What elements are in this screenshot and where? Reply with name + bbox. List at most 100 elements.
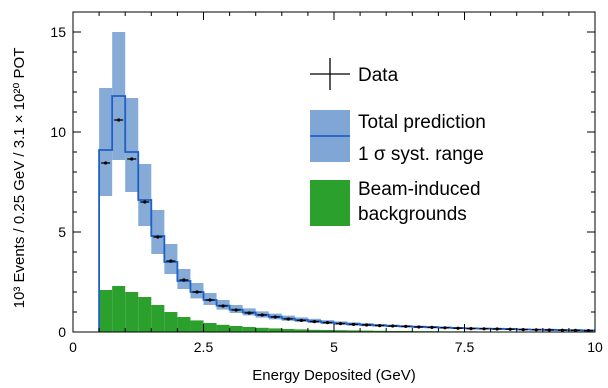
data-point-marker — [404, 324, 408, 328]
data-point — [179, 278, 189, 282]
background-bin — [307, 329, 321, 332]
y-tick-label: 10 — [50, 124, 66, 140]
data-point-marker — [260, 313, 264, 317]
data-point — [153, 235, 163, 239]
data-point-marker — [430, 325, 434, 329]
background-bin — [138, 297, 152, 332]
data-point — [583, 329, 593, 333]
data-point — [336, 322, 346, 326]
data-point-marker — [547, 328, 551, 332]
data-point — [557, 328, 567, 332]
x-tick-label: 7.5 — [455, 339, 475, 355]
syst-band-bin — [125, 98, 139, 192]
data-point-marker — [495, 327, 499, 331]
y-axis-label: 10³ Events / 0.25 GeV / 3.1 × 10²⁰ POT — [11, 48, 28, 309]
data-point — [192, 290, 202, 294]
data-point — [231, 308, 241, 312]
data-point — [492, 327, 502, 331]
data-point — [218, 304, 228, 308]
legend-label: 1 σ syst. range — [358, 144, 484, 165]
data-point-marker — [521, 328, 525, 332]
data-point-marker — [234, 308, 238, 312]
data-point — [466, 327, 476, 331]
background-bin — [177, 317, 191, 332]
data-point — [296, 318, 306, 322]
data-point — [401, 324, 411, 328]
x-tick-label: 5 — [330, 339, 338, 355]
data-point-marker — [378, 324, 382, 328]
syst-band-bin — [99, 88, 113, 196]
data-point-marker — [456, 326, 460, 330]
legend-label: Total prediction — [358, 112, 486, 133]
background-group — [99, 286, 595, 332]
data-point — [505, 327, 515, 331]
x-axis-label: Energy Deposited (GeV) — [252, 367, 415, 384]
data-point — [440, 326, 450, 330]
background-bin — [151, 305, 165, 332]
legend-background-swatch — [310, 180, 350, 226]
data-point — [388, 324, 398, 328]
background-bin — [268, 328, 282, 332]
data-point-marker — [573, 328, 578, 332]
data-point-marker — [117, 118, 121, 122]
background-bin — [216, 324, 230, 332]
background-bin — [112, 286, 126, 332]
y-tick-label: 5 — [58, 224, 66, 240]
data-point-marker — [351, 322, 356, 326]
data-point — [244, 311, 254, 315]
background-bin — [203, 323, 217, 332]
data-point-marker — [338, 322, 343, 326]
x-tick-label: 10 — [587, 339, 603, 355]
background-bin — [281, 329, 295, 332]
data-points-group — [101, 118, 593, 333]
data-point-marker — [156, 235, 160, 239]
background-bin — [255, 327, 269, 332]
data-point-marker — [325, 321, 330, 325]
background-bin — [360, 330, 374, 332]
data-point-marker — [130, 157, 134, 161]
background-bin — [373, 330, 387, 332]
data-point — [309, 320, 319, 324]
background-bin — [99, 290, 113, 332]
background-bin — [125, 292, 139, 332]
data-point — [375, 324, 385, 328]
background-bin — [229, 326, 243, 332]
data-point-marker — [391, 324, 395, 328]
data-point-marker — [195, 290, 199, 294]
y-tick-label: 0 — [58, 324, 66, 340]
data-point — [544, 328, 554, 332]
background-bin — [334, 330, 348, 332]
data-point — [349, 322, 359, 326]
data-point-marker — [469, 327, 473, 331]
data-point-marker — [273, 315, 277, 319]
data-point — [257, 313, 267, 317]
data-point-marker — [221, 304, 225, 308]
syst-band-bin — [138, 164, 152, 226]
data-point-marker — [312, 320, 317, 324]
legend-label: backgrounds — [358, 204, 467, 225]
data-point-marker — [143, 200, 147, 204]
data-point — [270, 315, 280, 319]
legend-label: Data — [358, 65, 399, 86]
data-point-marker — [586, 329, 591, 333]
data-point-marker — [482, 327, 486, 331]
data-point-marker — [534, 328, 538, 332]
y-tick-label: 15 — [50, 24, 66, 40]
background-bin — [164, 312, 178, 332]
data-point — [479, 327, 489, 331]
data-point-marker — [247, 311, 251, 315]
data-point — [362, 323, 372, 327]
data-point — [205, 298, 215, 302]
x-tick-label: 2.5 — [194, 339, 214, 355]
data-point — [570, 328, 580, 332]
data-point — [531, 328, 541, 332]
data-point-marker — [299, 318, 303, 322]
data-point-marker — [417, 325, 421, 329]
background-bin — [347, 330, 361, 332]
data-point — [283, 317, 293, 321]
data-point — [414, 325, 424, 329]
data-point-marker — [182, 278, 186, 282]
data-point — [166, 259, 176, 263]
data-point-marker — [286, 317, 290, 321]
